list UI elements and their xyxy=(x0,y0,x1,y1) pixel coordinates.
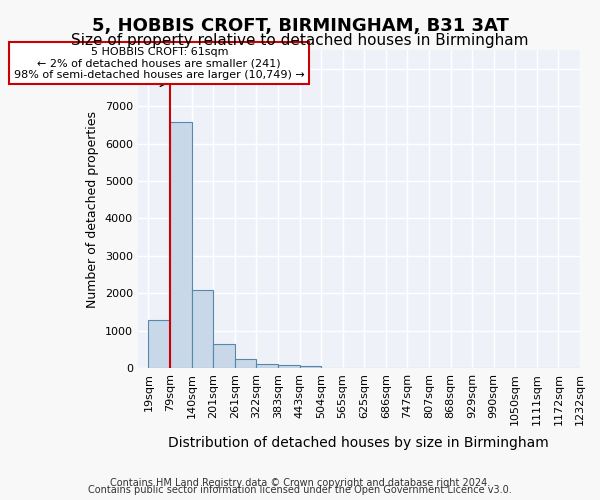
X-axis label: Distribution of detached houses by size in Birmingham: Distribution of detached houses by size … xyxy=(169,436,549,450)
Bar xyxy=(213,344,235,368)
Y-axis label: Number of detached properties: Number of detached properties xyxy=(86,110,99,308)
Bar xyxy=(299,366,321,368)
Bar xyxy=(278,364,299,368)
Bar xyxy=(256,364,278,368)
Bar xyxy=(170,122,191,368)
Text: Contains HM Land Registry data © Crown copyright and database right 2024.: Contains HM Land Registry data © Crown c… xyxy=(110,478,490,488)
Text: 5, HOBBIS CROFT, BIRMINGHAM, B31 3AT: 5, HOBBIS CROFT, BIRMINGHAM, B31 3AT xyxy=(92,18,508,36)
Bar xyxy=(191,290,213,368)
Text: Contains public sector information licensed under the Open Government Licence v3: Contains public sector information licen… xyxy=(88,485,512,495)
Bar xyxy=(148,320,170,368)
Bar xyxy=(235,359,256,368)
Text: 5 HOBBIS CROFT: 61sqm
← 2% of detached houses are smaller (241)
98% of semi-deta: 5 HOBBIS CROFT: 61sqm ← 2% of detached h… xyxy=(14,46,305,80)
Text: Size of property relative to detached houses in Birmingham: Size of property relative to detached ho… xyxy=(71,32,529,48)
